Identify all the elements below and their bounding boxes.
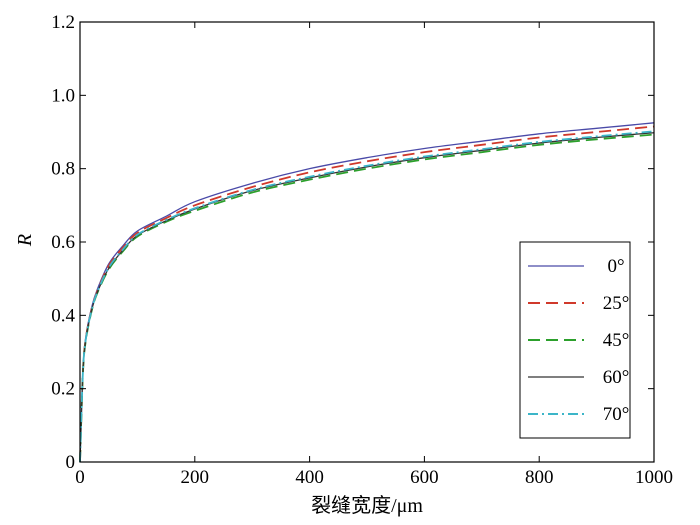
y-tick-label: 0.8 <box>51 159 75 180</box>
series-line-4 <box>79 130 655 463</box>
y-tick-label: 0 <box>66 452 76 473</box>
x-tick-label: 800 <box>525 467 554 488</box>
x-tick-label: 400 <box>295 467 324 488</box>
axes: 0 200 400 600 800 1000 0 0.2 0.4 0.6 0.8 1.0 1.2 <box>51 12 673 488</box>
series-line-2 <box>79 133 655 463</box>
y-tick-label: 1.0 <box>51 85 75 106</box>
x-tick-label: 0 <box>75 467 85 488</box>
y-tick-label: 0.2 <box>51 379 75 400</box>
x-tick-label: 1000 <box>635 467 673 488</box>
legend-label-1: 25° <box>603 293 630 314</box>
x-tick-label: 200 <box>181 467 210 488</box>
legend-label-4: 70° <box>603 404 630 425</box>
legend-label-3: 60° <box>603 367 630 388</box>
legend-label-2: 45° <box>603 330 630 351</box>
y-tick-label: 0.6 <box>51 232 75 253</box>
x-tick-label: 600 <box>410 467 439 488</box>
legend-label-0: 0° <box>607 256 624 277</box>
y-axis-title: R <box>14 234 36 247</box>
legend: 0° 25° 45° 60° 70° <box>519 241 631 439</box>
y-tick-label: 0.4 <box>51 305 75 326</box>
y-tick-label: 1.2 <box>51 12 75 33</box>
x-axis-title: 裂缝宽度/μm <box>311 494 423 517</box>
plot-area <box>79 122 655 463</box>
